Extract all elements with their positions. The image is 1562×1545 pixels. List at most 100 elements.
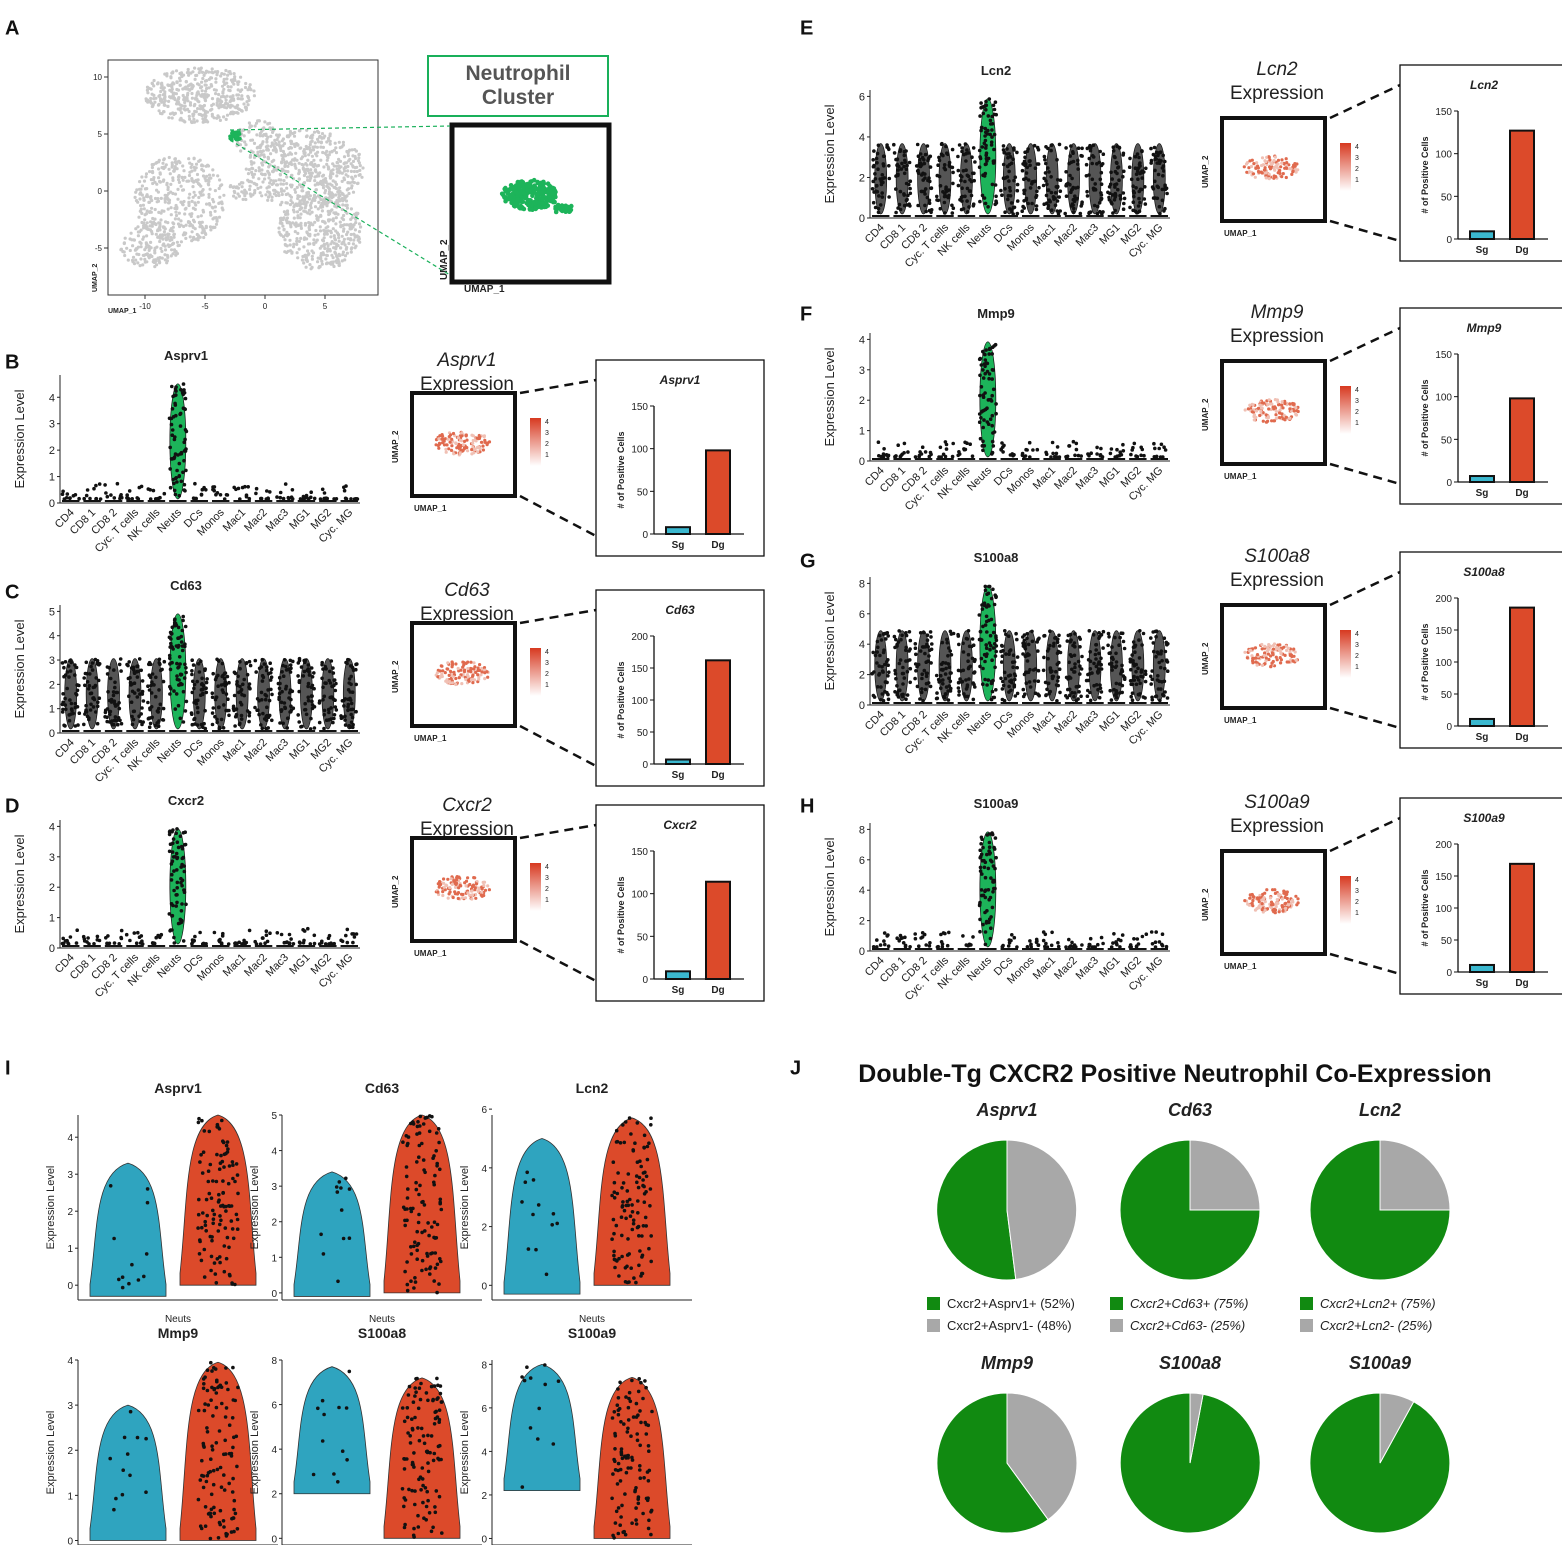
violin-point [333, 688, 338, 693]
umap-point [246, 96, 251, 100]
violin-point [263, 692, 268, 697]
violin-point [1036, 147, 1041, 152]
umap-point [344, 203, 348, 207]
umap-point [156, 235, 160, 239]
violin-point [920, 445, 925, 450]
umap-point [130, 258, 135, 262]
violin-point [61, 489, 65, 494]
umap-point [240, 97, 244, 101]
violin-point [876, 440, 881, 445]
umap-point [292, 134, 297, 138]
umap-point [325, 158, 329, 162]
violin-point [179, 920, 184, 925]
umap-point [345, 223, 349, 227]
umap-point [319, 205, 323, 209]
umap-point [210, 67, 214, 71]
violin-point [350, 707, 355, 712]
umap-point [186, 220, 191, 224]
umap-point [313, 183, 317, 187]
umap-point [331, 179, 335, 183]
violin-point [175, 856, 179, 861]
umap-point [353, 234, 357, 238]
umap-point [337, 239, 341, 243]
umap-point [214, 222, 219, 226]
umap-point [297, 239, 301, 243]
umap-point [171, 225, 175, 229]
umap-point [307, 171, 311, 175]
umap-point [164, 195, 168, 199]
umap-point [326, 196, 330, 200]
violin-point [175, 468, 179, 473]
umap-point [340, 179, 344, 183]
umap-point [290, 201, 295, 205]
umap-point [191, 206, 195, 210]
bar-ytick-label: 100 [1435, 150, 1452, 161]
umap-point [285, 182, 289, 186]
umap-point [186, 67, 190, 72]
umap-point [293, 190, 298, 194]
violin-point [988, 118, 993, 123]
violin-point [220, 674, 224, 679]
umap-point [250, 173, 254, 177]
violin-point [269, 667, 274, 671]
violin-point [62, 665, 66, 670]
umap-point [154, 161, 158, 165]
violin-point [216, 684, 220, 688]
umap-point [308, 174, 312, 178]
violin-point [979, 106, 983, 110]
violin-point [118, 657, 123, 661]
violin-point [179, 876, 183, 881]
umap-point [325, 162, 329, 166]
violin-point [301, 674, 306, 678]
feature-point [457, 875, 461, 879]
violin-point [238, 684, 242, 689]
violin-point [1055, 199, 1060, 203]
violin-point [177, 678, 181, 682]
umap-point [151, 216, 155, 221]
violin-point [1057, 142, 1062, 147]
violin-point [970, 155, 974, 159]
umap-point [190, 120, 194, 125]
umap-point [194, 166, 198, 170]
feature-point [1267, 177, 1271, 181]
umap-inset-point [503, 195, 509, 200]
umap-point [157, 221, 161, 225]
umap-point [215, 73, 219, 77]
violin-title-cd63: Cd63 [170, 578, 202, 593]
violin-point [1110, 177, 1114, 181]
violin-point [347, 677, 352, 681]
violin-point [233, 724, 237, 728]
umap-point [191, 185, 195, 189]
violin-point [1058, 178, 1063, 182]
umap-point [184, 236, 188, 240]
feature-point [470, 452, 474, 456]
umap-point [320, 132, 325, 136]
violin-point [60, 661, 65, 665]
umap-point [214, 80, 218, 84]
feature-point [441, 434, 445, 438]
violin-point [67, 718, 72, 723]
violin-point [1136, 177, 1140, 181]
violin-point [148, 706, 152, 710]
umap-point [319, 198, 323, 202]
violin-point [192, 682, 197, 687]
zoom-line [519, 378, 597, 395]
violin-point [349, 712, 354, 717]
umap-point [156, 82, 160, 86]
violin-point [968, 189, 973, 193]
violin-ylabel: Expression Level [822, 347, 837, 446]
violin-point [176, 845, 181, 850]
umap-ytick-label: 5 [98, 130, 103, 139]
umap-ylabel: UMAP_2 [92, 263, 99, 292]
umap-point [193, 109, 197, 113]
umap-point [353, 228, 357, 232]
umap-point [150, 81, 154, 85]
umap-point [134, 199, 139, 203]
umap-point [261, 180, 265, 184]
violin-point [306, 695, 311, 700]
violin-point [68, 658, 72, 663]
violin-point [1131, 200, 1136, 204]
umap-point [306, 169, 310, 173]
violin-point [340, 715, 345, 720]
umap-point [166, 83, 170, 87]
